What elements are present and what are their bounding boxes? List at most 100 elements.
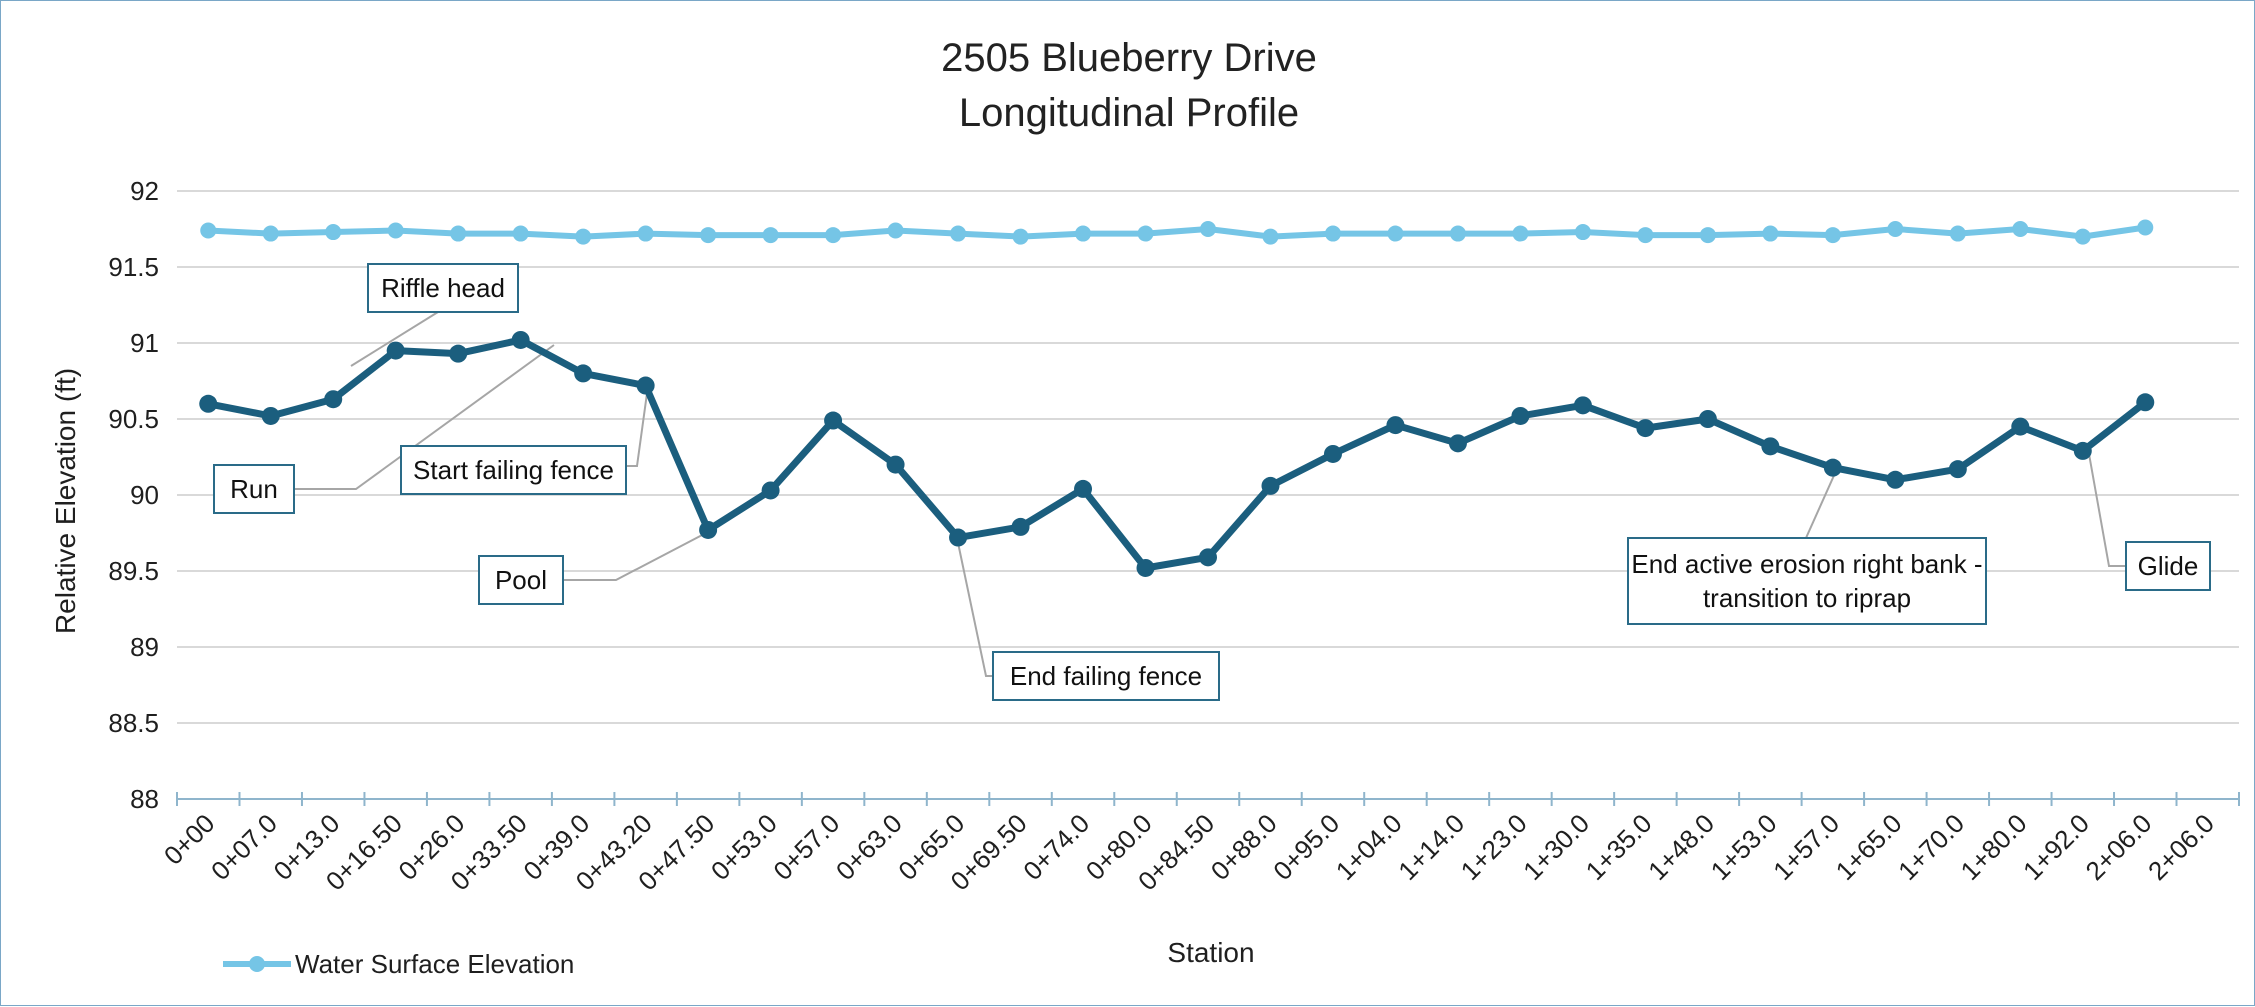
y-tick-label: 90 <box>130 480 159 510</box>
data-point <box>1137 225 1154 242</box>
data-point <box>1448 434 1467 453</box>
data-point <box>1075 225 1092 242</box>
x-tick-label: 1+35.0 <box>1580 808 1658 886</box>
data-point <box>1948 460 1967 479</box>
x-tick-label: 0+07.0 <box>205 808 283 886</box>
annotation-label: transition to riprap <box>1703 583 1911 613</box>
x-tick-label: 0+63.0 <box>830 808 908 886</box>
annotations: Riffle head Run Start failing fence Pool End… <box>213 263 2211 701</box>
x-tick-label: 1+30.0 <box>1517 808 1595 886</box>
y-axis-title: Relative Elevation (ft) <box>50 368 81 634</box>
data-point <box>1886 470 1905 489</box>
x-tick-label: 0+95.0 <box>1267 808 1345 886</box>
data-point <box>2011 417 2030 436</box>
data-point <box>1512 225 1529 242</box>
data-point <box>949 528 968 547</box>
annotation-leader-line <box>626 385 649 467</box>
annotation-box <box>1627 537 1987 625</box>
data-point <box>1449 225 1466 242</box>
data-point <box>1824 227 1841 244</box>
y-tick-label: 88 <box>130 784 159 814</box>
data-point <box>1761 437 1780 456</box>
data-point <box>449 344 468 363</box>
annotation-callout: Riffle head <box>367 263 519 313</box>
x-tick-label: 0+74.0 <box>1017 808 1095 886</box>
data-point <box>1323 444 1342 463</box>
data-point <box>2073 441 2092 460</box>
legend-label: Water Surface Elevation <box>295 949 574 979</box>
annotation-leader-line <box>2088 453 2126 567</box>
data-point <box>636 376 655 395</box>
data-point <box>1511 406 1530 425</box>
x-tick-label: 1+53.0 <box>1705 808 1783 886</box>
data-point <box>700 227 717 244</box>
annotation-box <box>2125 541 2211 591</box>
data-point <box>1200 221 1216 237</box>
series-0 <box>200 219 2154 245</box>
data-point <box>1823 458 1842 477</box>
x-tick-label: 0+88.0 <box>1205 808 1283 886</box>
data-point <box>1636 419 1655 438</box>
data-point <box>1074 479 1093 498</box>
data-point <box>1637 227 1654 244</box>
annotation-leader-line <box>1805 470 1837 539</box>
annotation-leader-line <box>563 532 707 581</box>
data-point <box>950 225 967 242</box>
annotation-label: Riffle head <box>381 273 505 303</box>
data-point <box>511 330 530 349</box>
data-point <box>262 225 279 242</box>
series-line <box>208 224 2146 240</box>
y-tick-label: 91.5 <box>108 252 159 282</box>
data-point <box>1012 228 1029 245</box>
data-point <box>1386 416 1405 435</box>
chart-title-line-2: Longitudinal Profile <box>959 91 1299 135</box>
data-point <box>325 224 342 241</box>
y-tick-label: 88.5 <box>108 708 159 738</box>
data-point <box>574 364 593 383</box>
data-point <box>1262 228 1279 245</box>
data-point <box>199 394 218 413</box>
series-1 <box>199 330 2155 577</box>
y-tick-label: 92 <box>130 176 159 206</box>
x-tick-label: 1+23.0 <box>1455 808 1533 886</box>
data-point <box>886 455 905 474</box>
x-tick-label: 1+57.0 <box>1767 808 1845 886</box>
data-point <box>761 481 780 500</box>
data-point <box>261 406 280 425</box>
annotation-leader-line <box>956 537 996 677</box>
x-tick-label: 1+14.0 <box>1392 808 1470 886</box>
x-tick-label: 1+48.0 <box>1642 808 1720 886</box>
annotation-label: Pool <box>495 565 547 595</box>
annotation-leader-line <box>294 344 555 490</box>
data-point <box>637 225 654 242</box>
annotation-label: Glide <box>2138 551 2199 581</box>
data-point <box>825 227 842 244</box>
x-tick-label: 1+92.0 <box>2017 808 2095 886</box>
x-tick-label: 2+06.0 <box>2080 808 2158 886</box>
data-point <box>762 227 779 244</box>
annotation-callout: Glide <box>2125 541 2211 591</box>
annotation-box <box>367 263 519 313</box>
data-point <box>324 390 343 409</box>
data-point <box>1699 227 1716 244</box>
x-tick-label: 0+57.0 <box>767 808 845 886</box>
data-point <box>887 222 904 239</box>
data-point <box>1324 225 1341 242</box>
annotation-callout: End failing fence <box>992 651 1220 701</box>
data-point <box>1762 225 1779 242</box>
annotation-callout: End active erosion right bank - transitio… <box>1627 537 1987 625</box>
y-axis-ticks: 92 91.5 91 90.5 90 89.5 89 88.5 88 <box>108 176 159 814</box>
annotation-box <box>478 555 564 605</box>
data-point <box>512 225 529 242</box>
annotation-callout: Pool <box>478 555 564 605</box>
data-point <box>2074 228 2091 245</box>
data-point <box>2137 219 2154 236</box>
data-point <box>1698 410 1717 428</box>
data-point <box>2136 393 2155 412</box>
annotation-label: End active erosion right bank - <box>1631 549 1982 579</box>
x-tick-label: 1+65.0 <box>1830 808 1908 886</box>
x-tick-label: 2+06.0 <box>2142 808 2220 886</box>
data-point <box>387 222 404 239</box>
plot-series <box>199 219 2155 577</box>
